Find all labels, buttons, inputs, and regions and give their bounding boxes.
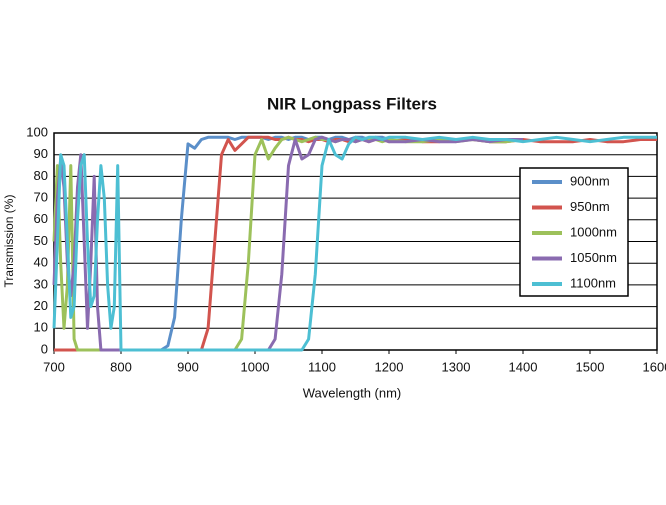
x-tick-label: 1300: [442, 359, 471, 374]
x-axis-label: Wavelength (nm): [303, 385, 402, 400]
y-tick-label: 40: [34, 255, 48, 270]
y-tick-label: 70: [34, 190, 48, 205]
x-tick-label: 1500: [576, 359, 605, 374]
y-tick-label: 80: [34, 168, 48, 183]
legend-label: 900nm: [570, 173, 610, 188]
x-tick-label: 1600: [643, 359, 666, 374]
legend-label: 950nm: [570, 199, 610, 214]
y-tick-label: 30: [34, 276, 48, 291]
y-tick-label: 90: [34, 146, 48, 161]
y-tick-label: 60: [34, 211, 48, 226]
x-tick-label: 800: [110, 359, 132, 374]
legend-label: 1000nm: [570, 224, 617, 239]
legend-label: 1100nm: [570, 275, 616, 290]
legend-label: 1050nm: [570, 250, 617, 265]
chart-title: NIR Longpass Filters: [267, 94, 437, 113]
series-line: [52, 135, 657, 352]
y-tick-label: 20: [34, 298, 48, 313]
y-tick-label: 10: [34, 320, 48, 335]
series-line: [52, 135, 523, 352]
x-tick-label: 1200: [375, 359, 404, 374]
y-axis-label: Transmission (%): [2, 195, 16, 288]
x-tick-label: 1400: [509, 359, 538, 374]
y-tick-label: 50: [34, 233, 48, 248]
x-tick-label: 1100: [308, 359, 336, 374]
x-tick-label: 700: [43, 359, 65, 374]
y-tick-label: 0: [41, 341, 48, 356]
y-tick-label: 100: [26, 124, 48, 139]
x-tick-label: 1000: [241, 359, 270, 374]
x-tick-label: 900: [177, 359, 199, 374]
